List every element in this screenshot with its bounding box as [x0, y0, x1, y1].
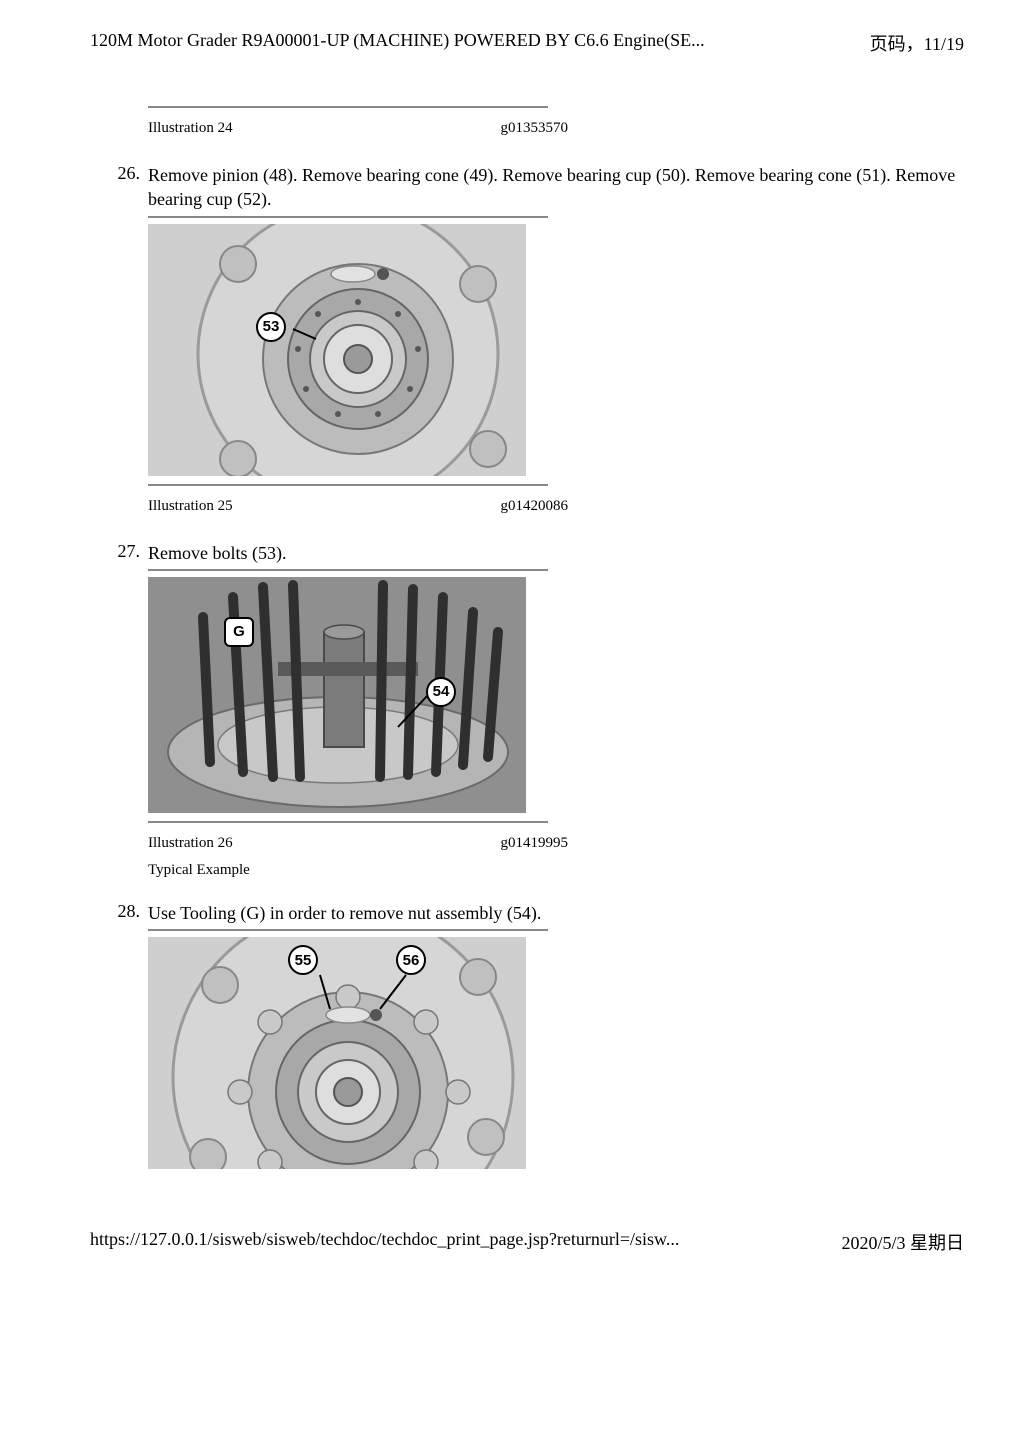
callout-55: 55 [288, 945, 318, 975]
step-28: 28. Use Tooling (G) in order to remove n… [114, 901, 964, 925]
illustration-27-figure: 55 56 [148, 937, 526, 1169]
content-body: Illustration 24 g01353570 26. Remove pin… [90, 106, 964, 1169]
illustration-26-figure: G 54 [148, 577, 526, 813]
illustration-24-label: Illustration 24 [148, 120, 233, 137]
step-number: 26. [114, 163, 148, 212]
header-left: 120M Motor Grader R9A00001-UP (MACHINE) … [90, 30, 705, 56]
illustration-24-block: Illustration 24 g01353570 [148, 106, 964, 141]
step-27: 27. Remove bolts (53). [114, 541, 964, 565]
step-text: Use Tooling (G) in order to remove nut a… [148, 901, 964, 925]
callout-54: 54 [426, 677, 456, 707]
illustration-25-figure: 53 [148, 224, 526, 476]
step-number: 27. [114, 541, 148, 565]
illustration-27-block: 55 56 [148, 929, 964, 1169]
illustration-24-code: g01353570 [501, 120, 569, 137]
rule [148, 929, 548, 931]
page-footer: https://127.0.0.1/sisweb/sisweb/techdoc/… [90, 1229, 964, 1255]
step-26: 26. Remove pinion (48). Remove bearing c… [114, 163, 964, 212]
rule [148, 216, 548, 218]
step-text: Remove bolts (53). [148, 541, 964, 565]
footer-right: 2020/5/3 星期日 [841, 1229, 964, 1255]
rule [148, 569, 548, 571]
illustration-26-code: g01419995 [501, 835, 569, 852]
footer-left: https://127.0.0.1/sisweb/sisweb/techdoc/… [90, 1229, 679, 1255]
header-right: 页码，11/19 [870, 30, 964, 56]
illustration-26-label: Illustration 26 [148, 835, 233, 852]
callout-g: G [224, 617, 254, 647]
illustration-25-code: g01420086 [501, 498, 569, 515]
illustration-25-label: Illustration 25 [148, 498, 233, 515]
callout-56: 56 [396, 945, 426, 975]
step-text: Remove pinion (48). Remove bearing cone … [148, 163, 964, 212]
illustration-25-block: 53 Illustration 25 g01420086 [148, 216, 964, 519]
page-header: 120M Motor Grader R9A00001-UP (MACHINE) … [90, 30, 964, 56]
callout-53: 53 [256, 312, 286, 342]
illustration-26-block: G 54 Illustration 26 g01419995 Typical E… [148, 569, 964, 879]
step-number: 28. [114, 901, 148, 925]
illustration-26-note: Typical Example [148, 856, 964, 879]
